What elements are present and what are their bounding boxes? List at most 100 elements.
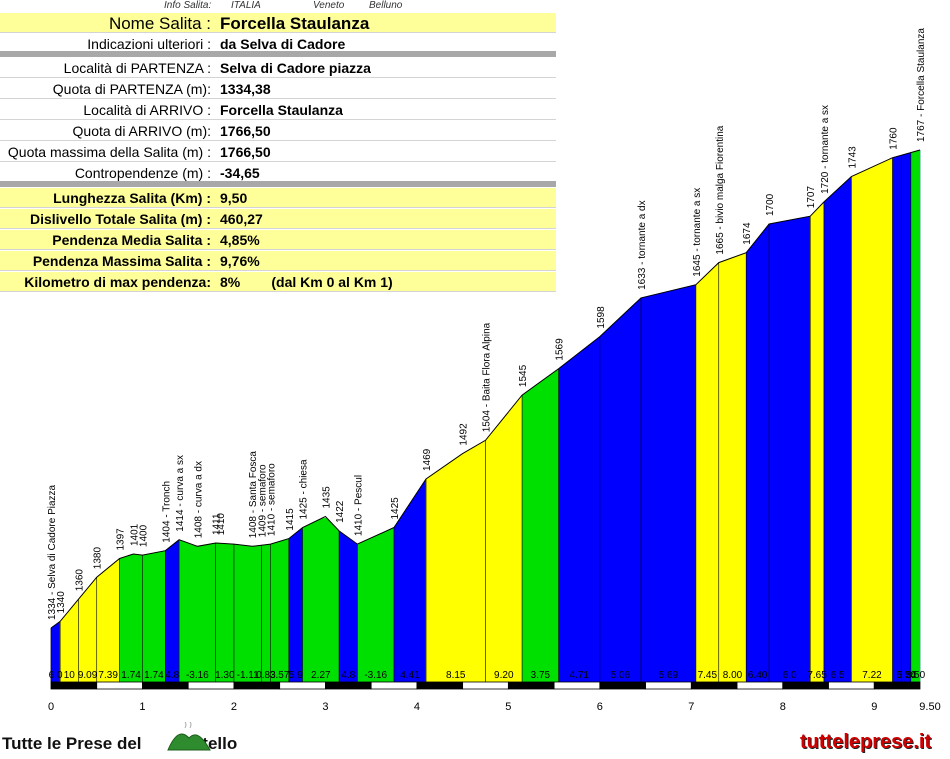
- km-bar-block: [828, 681, 875, 690]
- info-row-label: Contropendenze (m) :: [74, 165, 211, 181]
- km-bar-block: [462, 681, 509, 690]
- km-bar-block: [142, 681, 189, 690]
- point-label: 1569: [555, 338, 566, 361]
- profile-segment: [901, 152, 912, 683]
- profile-dividers: [50, 152, 912, 682]
- slope-label: 9.09: [78, 670, 98, 681]
- slope-label: 10: [64, 670, 76, 681]
- info-row-value: 1766,50: [220, 144, 271, 160]
- slope-label: 6.54: [897, 670, 917, 681]
- slope-label: 5.69: [659, 670, 679, 681]
- point-label: 1645 - tornante a sx: [692, 188, 703, 277]
- point-label: 1720 - tornante a sx: [820, 105, 831, 194]
- info-row-start-place: Località di PARTENZA : Selva di Cadore p…: [0, 58, 556, 78]
- point-label: 1545: [518, 364, 529, 387]
- km-bar-block: [233, 681, 281, 690]
- point-label: 1700: [765, 193, 776, 216]
- profile-segment: [768, 215, 811, 683]
- km-tick-label: 6: [597, 701, 603, 713]
- info-row-label: Kilometro di max pendenza:: [24, 274, 211, 290]
- profile-segment: [142, 550, 166, 683]
- km-tick-label: 4: [414, 701, 420, 713]
- slope-label: 4.71: [570, 670, 590, 681]
- separator: [0, 181, 556, 187]
- profile-segments: [50, 149, 921, 683]
- slope-label: 9.20: [494, 670, 514, 681]
- profile-segment: [718, 252, 747, 683]
- km-tick-labels: 0 1 2 3 4 5 6 7 8 9 9.50: [48, 701, 941, 713]
- profile-segment: [270, 538, 290, 683]
- km-bar-block: [96, 681, 143, 690]
- km-bar-block: [507, 681, 555, 690]
- info-row-max-elevation: Quota massima della Salita (m) : 1766,50: [0, 142, 556, 162]
- footer-website: tutteleprese.it: [800, 731, 932, 753]
- profile-segment: [357, 527, 395, 683]
- slope-label: -3.16: [186, 670, 209, 681]
- point-label: 1743: [847, 146, 858, 169]
- info-row-value: Selva di Cadore piazza: [220, 60, 371, 76]
- profile-segment: [302, 517, 340, 683]
- point-label: 1411: [212, 513, 223, 535]
- slope-label: 4.8: [341, 670, 355, 681]
- mountain-logo-icon: [167, 722, 211, 751]
- km-bar-block: [599, 681, 646, 690]
- info-row-end-elevation: Quota di ARRIVO (m): 1766,50: [0, 121, 556, 141]
- point-label: 1334 - Selva di Cadore Piazza: [47, 484, 58, 620]
- separator: [0, 51, 556, 57]
- slope-label: 1.74: [121, 670, 141, 681]
- slope-label: 5.70: [897, 670, 917, 681]
- point-label: 1760: [889, 127, 900, 150]
- km-tick-label: 8: [780, 701, 786, 713]
- slope-label: 1.74: [144, 670, 164, 681]
- info-header: Info Salita: ITALIA Veneto Belluno: [130, 0, 570, 12]
- slope-label: 7.22: [862, 670, 882, 681]
- km-bar-block: [279, 681, 326, 690]
- profile-segment: [640, 284, 697, 683]
- info-row-end-place: Località di ARRIVO : Forcella Staulanza: [0, 100, 556, 120]
- profile-segment: [78, 576, 97, 683]
- info-row-label: Lunghezza Salita (Km) :: [53, 190, 211, 206]
- profile-segment: [823, 175, 852, 683]
- profile-segment: [96, 557, 120, 683]
- profile-segment: [119, 553, 143, 683]
- point-label: 1410 - Pescul: [353, 475, 364, 536]
- slope-label: 7.65: [807, 670, 827, 681]
- point-label: 1469: [422, 448, 433, 471]
- profile-segment: [485, 394, 523, 683]
- point-label: 1380: [93, 547, 104, 570]
- slope-label: 3.57: [270, 670, 290, 681]
- profile-segment: [215, 542, 235, 683]
- km-tick-label: 9.50: [919, 701, 940, 713]
- point-label: 1707: [806, 186, 817, 209]
- slope-label: 8.15: [446, 670, 466, 681]
- profile-segment: [233, 543, 262, 683]
- profile-segment: [851, 157, 893, 683]
- slope-label: 3.75: [531, 670, 551, 681]
- info-row-value: da Selva di Cadore: [220, 36, 346, 52]
- km-tick-label: 5: [505, 701, 511, 713]
- point-label: 1408 - curva a dx: [193, 461, 204, 538]
- slope-label: 6.40: [748, 670, 768, 681]
- profile-segment: [809, 201, 825, 683]
- km-tick-label: 2: [231, 701, 237, 713]
- info-row-avg-gradient: Pendenza Media Salita : 4,85%: [0, 230, 556, 250]
- km-bar-block: [187, 681, 235, 690]
- info-row-value: 1766,50: [220, 123, 271, 139]
- info-row-value: 9,50: [220, 190, 248, 206]
- info-row-label: Nome Salita :: [108, 14, 211, 33]
- slope-label: 6.0: [783, 670, 797, 681]
- info-row-total-climb: Dislivello Totale Salita (m) : 460,27: [0, 209, 556, 229]
- profile-segment: [745, 223, 770, 683]
- point-label: 1665 - bivio malga Fiorentina: [715, 125, 726, 254]
- info-row-label: Dislivello Totale Salita (m) :: [29, 211, 211, 227]
- slope-label: 6.0: [49, 670, 63, 681]
- info-row-label: Quota di PARTENZA (m):: [52, 81, 211, 97]
- info-row-value: 9,76%: [220, 253, 260, 269]
- point-label: 1340: [56, 591, 67, 614]
- slope-label: 5.06: [611, 670, 631, 681]
- point-label: 1435: [321, 486, 332, 509]
- slope-label: -3.16: [364, 670, 387, 681]
- km-bar-block: [645, 681, 692, 690]
- point-label: 1422: [335, 500, 346, 523]
- info-header-label: Info Salita:: [164, 0, 212, 11]
